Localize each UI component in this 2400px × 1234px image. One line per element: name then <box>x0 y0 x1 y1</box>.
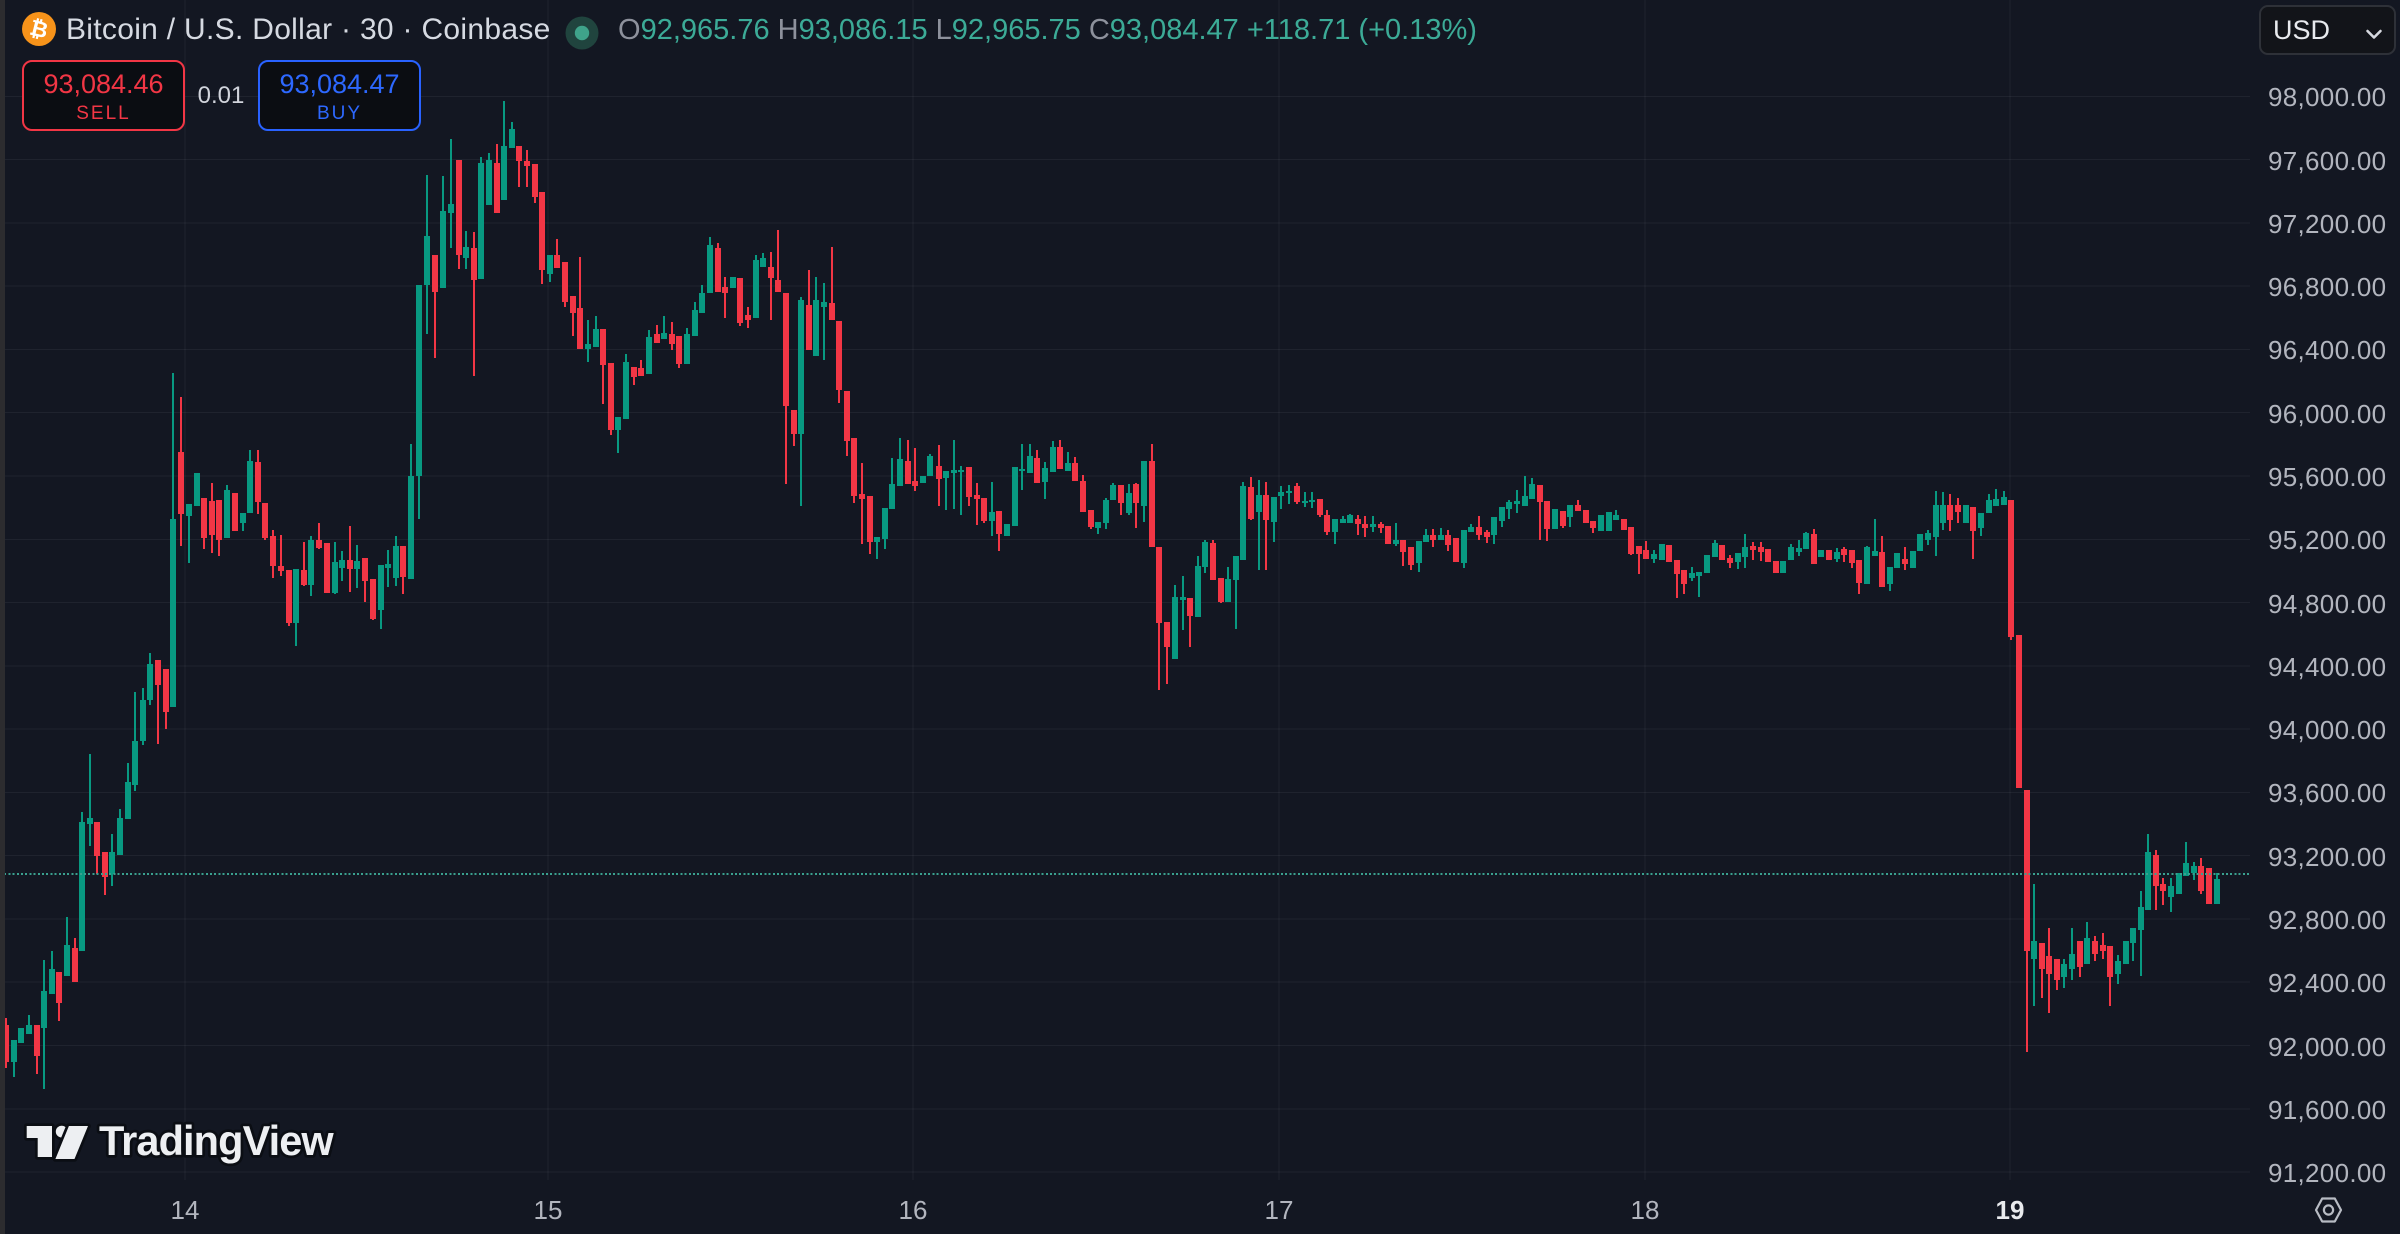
svg-text:₿: ₿ <box>27 15 50 44</box>
svg-text:TradingView: TradingView <box>99 1117 334 1164</box>
